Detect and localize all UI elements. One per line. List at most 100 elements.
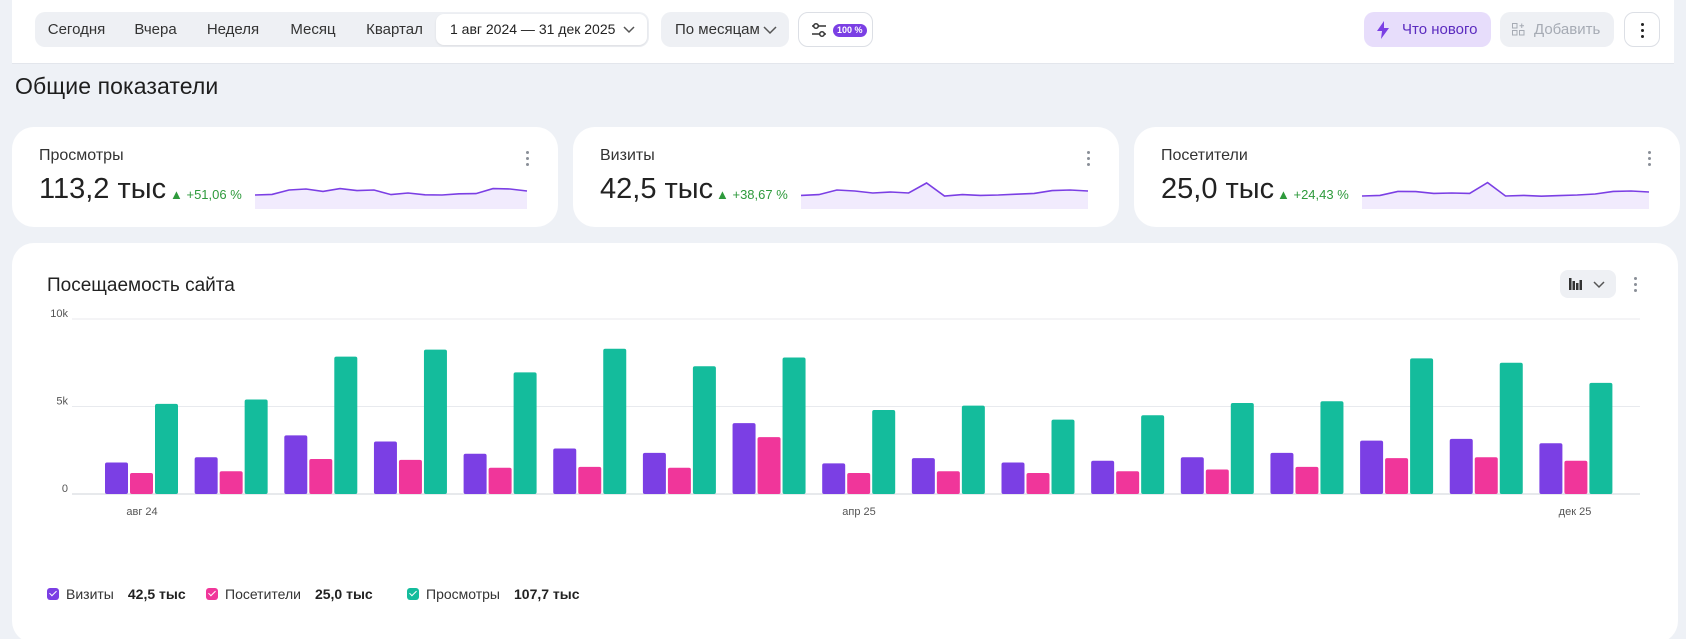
add-label: Добавить: [1534, 21, 1601, 38]
bar-visitors[interactable]: [219, 471, 243, 494]
chart-type-select[interactable]: [1560, 270, 1616, 298]
period-yesterday-button[interactable]: Вчера: [134, 21, 177, 38]
legend-label: Визиты: [66, 586, 114, 602]
bar-views[interactable]: [1410, 358, 1434, 494]
bar-visits[interactable]: [1091, 460, 1115, 494]
bar-visitors[interactable]: [309, 459, 333, 494]
bar-views[interactable]: [423, 349, 447, 494]
kpi-menu-icon[interactable]: [1087, 151, 1091, 167]
bar-visits[interactable]: [732, 423, 756, 494]
date-range-label: 1 авг 2024 — 31 дек 2025: [450, 21, 616, 37]
bar-visits[interactable]: [911, 458, 935, 494]
chart-title: Посещаемость сайта: [47, 275, 235, 296]
sliders-icon: [812, 22, 826, 38]
period-week-button[interactable]: Неделя: [206, 21, 260, 38]
bar-views[interactable]: [155, 403, 178, 494]
legend-item-views[interactable]: Просмотры 107,7 тыс: [407, 586, 580, 602]
whats-new-button[interactable]: Что нового: [1364, 12, 1491, 47]
bar-views[interactable]: [1141, 415, 1165, 494]
legend-item-visitors[interactable]: Посетители 25,0 тыс: [206, 586, 373, 602]
bar-visitors[interactable]: [398, 459, 422, 494]
bar-visits[interactable]: [463, 453, 487, 494]
kpi-value: 25,0 тыс: [1161, 173, 1275, 205]
widgets-icon: [1512, 23, 1525, 36]
bar-visitors[interactable]: [847, 473, 871, 494]
lightning-icon: [1377, 21, 1389, 39]
add-button[interactable]: Добавить: [1500, 12, 1614, 47]
bar-visits[interactable]: [822, 463, 846, 494]
bar-visitors[interactable]: [1116, 471, 1140, 494]
legend-total: 107,7 тыс: [514, 586, 580, 602]
bar-visits[interactable]: [1360, 440, 1384, 494]
kpi-menu-icon[interactable]: [1648, 151, 1652, 167]
bar-visits[interactable]: [373, 441, 397, 495]
bar-visitors[interactable]: [578, 466, 602, 494]
bar-visits[interactable]: [1270, 452, 1294, 494]
y-tick-label: 10k: [50, 308, 68, 320]
bar-visits[interactable]: [1180, 457, 1204, 494]
bar-visits[interactable]: [642, 452, 666, 494]
bar-visitors[interactable]: [1205, 469, 1229, 495]
bar-views[interactable]: [872, 410, 896, 494]
x-tick-label: авг 24: [126, 506, 157, 518]
kpi-card-views: Просмотры 113,2 тыс ▲ +51,06 %: [12, 127, 558, 227]
kpi-value: 42,5 тыс: [600, 173, 714, 205]
sampling-badge: 100 %: [833, 24, 867, 37]
bar-visitors[interactable]: [936, 471, 960, 494]
bar-visits[interactable]: [105, 462, 128, 495]
sparkline-line: [1361, 181, 1650, 198]
bar-visitors[interactable]: [757, 437, 781, 494]
kpi-menu-icon[interactable]: [526, 151, 530, 167]
bar-visits[interactable]: [1001, 462, 1025, 495]
bar-visits[interactable]: [553, 448, 577, 495]
more-menu-button[interactable]: [1624, 12, 1660, 47]
bar-views[interactable]: [1589, 382, 1613, 494]
bar-visits[interactable]: [194, 457, 218, 494]
legend-total: 42,5 тыс: [127, 586, 186, 602]
period-today-button[interactable]: Сегодня: [47, 21, 106, 38]
bar-visitors[interactable]: [130, 473, 153, 494]
chart-menu-icon[interactable]: [1634, 277, 1638, 293]
bar-views[interactable]: [961, 405, 985, 494]
bar-views[interactable]: [244, 399, 268, 495]
bar-views[interactable]: [1320, 401, 1344, 494]
bar-views[interactable]: [1230, 403, 1254, 494]
bar-visitors[interactable]: [488, 467, 512, 494]
section-title: Общие показатели: [15, 73, 219, 99]
bar-chart-icon: [1569, 278, 1582, 290]
bar-visitors[interactable]: [1564, 460, 1588, 494]
bar-visitors[interactable]: [1295, 466, 1319, 494]
period-month-button[interactable]: Месяц: [290, 21, 336, 38]
group-by-label: По месяцам: [675, 21, 760, 38]
bar-visitors[interactable]: [1026, 473, 1050, 494]
chevron-down-icon: [1593, 281, 1605, 289]
kpi-delta: ▲ +38,67 %: [716, 187, 788, 202]
bar-views[interactable]: [692, 366, 716, 494]
kpi-title: Просмотры: [39, 147, 124, 164]
kpi-sparkline: [1361, 181, 1650, 209]
bar-visitors[interactable]: [667, 467, 691, 494]
bar-visitors[interactable]: [1385, 458, 1409, 494]
bar-visits[interactable]: [1539, 443, 1563, 494]
bar-visits[interactable]: [284, 435, 308, 494]
bar-views[interactable]: [513, 372, 537, 494]
traffic-chart-card: Посещаемость сайта 10k 5k 0 авг 24 апр 25 дек…: [12, 243, 1678, 639]
sampling-filter-button[interactable]: 100 %: [798, 12, 873, 47]
whats-new-label: Что нового: [1402, 21, 1478, 38]
bar-views[interactable]: [334, 356, 358, 494]
group-by-select[interactable]: По месяцам: [661, 12, 789, 47]
bar-views[interactable]: [1499, 362, 1523, 494]
period-quarter-button[interactable]: Квартал: [366, 21, 423, 38]
chevron-down-icon: [623, 26, 635, 34]
bar-visits[interactable]: [1449, 438, 1473, 494]
kpi-value: 113,2 тыс: [39, 173, 167, 205]
legend-total: 25,0 тыс: [314, 586, 373, 602]
bar-views[interactable]: [1051, 419, 1075, 494]
date-range-picker[interactable]: 1 авг 2024 — 31 дек 2025: [436, 14, 647, 45]
legend-item-visits[interactable]: Визиты 42,5 тыс: [47, 586, 186, 602]
bar-visitors[interactable]: [1474, 457, 1498, 494]
bar-views[interactable]: [782, 357, 806, 495]
kpi-delta: ▲ +24,43 %: [1277, 187, 1349, 202]
sparkline-line: [254, 187, 528, 196]
bar-views[interactable]: [603, 348, 627, 494]
